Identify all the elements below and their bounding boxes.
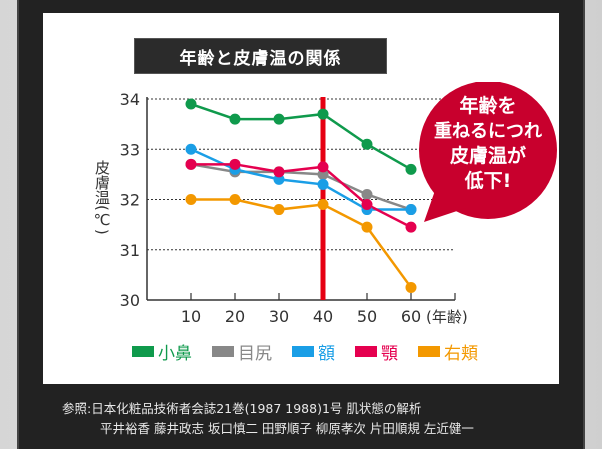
legend-swatch	[292, 345, 314, 357]
legend-label: 小鼻	[158, 343, 192, 364]
data-point-額	[405, 204, 417, 216]
x-axis-label: (年齢)	[426, 308, 468, 326]
data-point-顎	[361, 199, 373, 211]
data-point-右頬	[405, 281, 417, 293]
y-tick-label: 31	[120, 241, 140, 260]
reference-line-1: 参照:日本化粧品技術者会誌21巻(1987 1988)1号 肌状態の解析	[62, 401, 422, 416]
reference-citation: 参照:日本化粧品技術者会誌21巻(1987 1988)1号 肌状態の解析 平井裕…	[62, 399, 474, 439]
legend-item: 額	[292, 339, 335, 364]
legend-label: 目尻	[238, 343, 272, 364]
y-tick-label: 33	[120, 140, 140, 159]
x-tick-label: 20	[225, 307, 245, 326]
data-point-顎	[229, 158, 241, 170]
data-point-右頬	[229, 194, 241, 205]
callout-bubble	[419, 82, 557, 222]
series-line-目尻	[190, 163, 412, 211]
series-line-小鼻	[190, 102, 412, 171]
series-line-顎	[191, 163, 412, 229]
legend-label: 右頬	[444, 343, 478, 364]
legend-item: 右頬	[418, 339, 478, 364]
data-point-右頬	[361, 221, 373, 233]
legend-label: 額	[318, 343, 335, 364]
data-point-額	[185, 143, 197, 155]
callout-line: 低下!	[464, 170, 512, 192]
data-point-小鼻	[361, 138, 373, 150]
legend-swatch	[212, 345, 234, 357]
y-tick-label: 34	[120, 90, 140, 109]
chart-title: 年齢と皮膚温の関係	[134, 38, 387, 74]
data-point-小鼻	[405, 163, 417, 175]
data-point-顎	[317, 161, 329, 173]
y-tick-label: 32	[120, 191, 140, 210]
series-line-右頬	[191, 198, 413, 289]
data-point-右頬	[185, 194, 197, 205]
callout-line: 重ねるにつれ	[434, 121, 542, 142]
callout-text: 年齢を 重ねるにつれ 皮膚温が 低下!	[418, 94, 558, 194]
data-point-顎	[273, 166, 285, 178]
x-tick-label: 50	[357, 307, 377, 326]
data-point-額	[273, 173, 285, 185]
data-point-額	[317, 178, 329, 190]
y-tick-label: 30	[120, 291, 140, 310]
chart-legend: 小鼻 目尻 額 顎 右頬	[132, 339, 478, 364]
data-point-目尻	[317, 168, 329, 180]
x-tick-label: 10	[181, 307, 201, 326]
legend-swatch	[132, 345, 154, 357]
data-point-小鼻	[185, 98, 197, 110]
y-axis-label: 皮膚温(℃)	[93, 160, 111, 235]
data-point-顎	[405, 221, 417, 233]
legend-item: 顎	[355, 339, 398, 364]
data-point-顎	[185, 158, 197, 170]
callout-line: 年齢を	[459, 95, 517, 117]
x-tick-label: 60	[401, 307, 421, 326]
x-tick-label: 30	[269, 307, 289, 326]
data-point-目尻	[361, 188, 373, 200]
data-point-右頬	[273, 204, 285, 216]
legend-swatch	[355, 345, 377, 357]
data-point-小鼻	[317, 108, 329, 120]
reference-line-2: 平井裕香 藤井政志 坂口慎二 田野順子 柳原孝次 片田順規 左近健一	[100, 421, 474, 436]
legend-label: 顎	[381, 343, 398, 364]
callout-line: 皮膚温が	[449, 145, 526, 167]
legend-item: 目尻	[212, 339, 272, 364]
data-point-小鼻	[273, 113, 285, 125]
x-tick-label: 40	[313, 307, 333, 326]
legend-swatch	[418, 345, 440, 357]
legend-item: 小鼻	[132, 339, 192, 364]
data-point-右頬	[317, 199, 329, 211]
data-point-小鼻	[229, 113, 241, 125]
